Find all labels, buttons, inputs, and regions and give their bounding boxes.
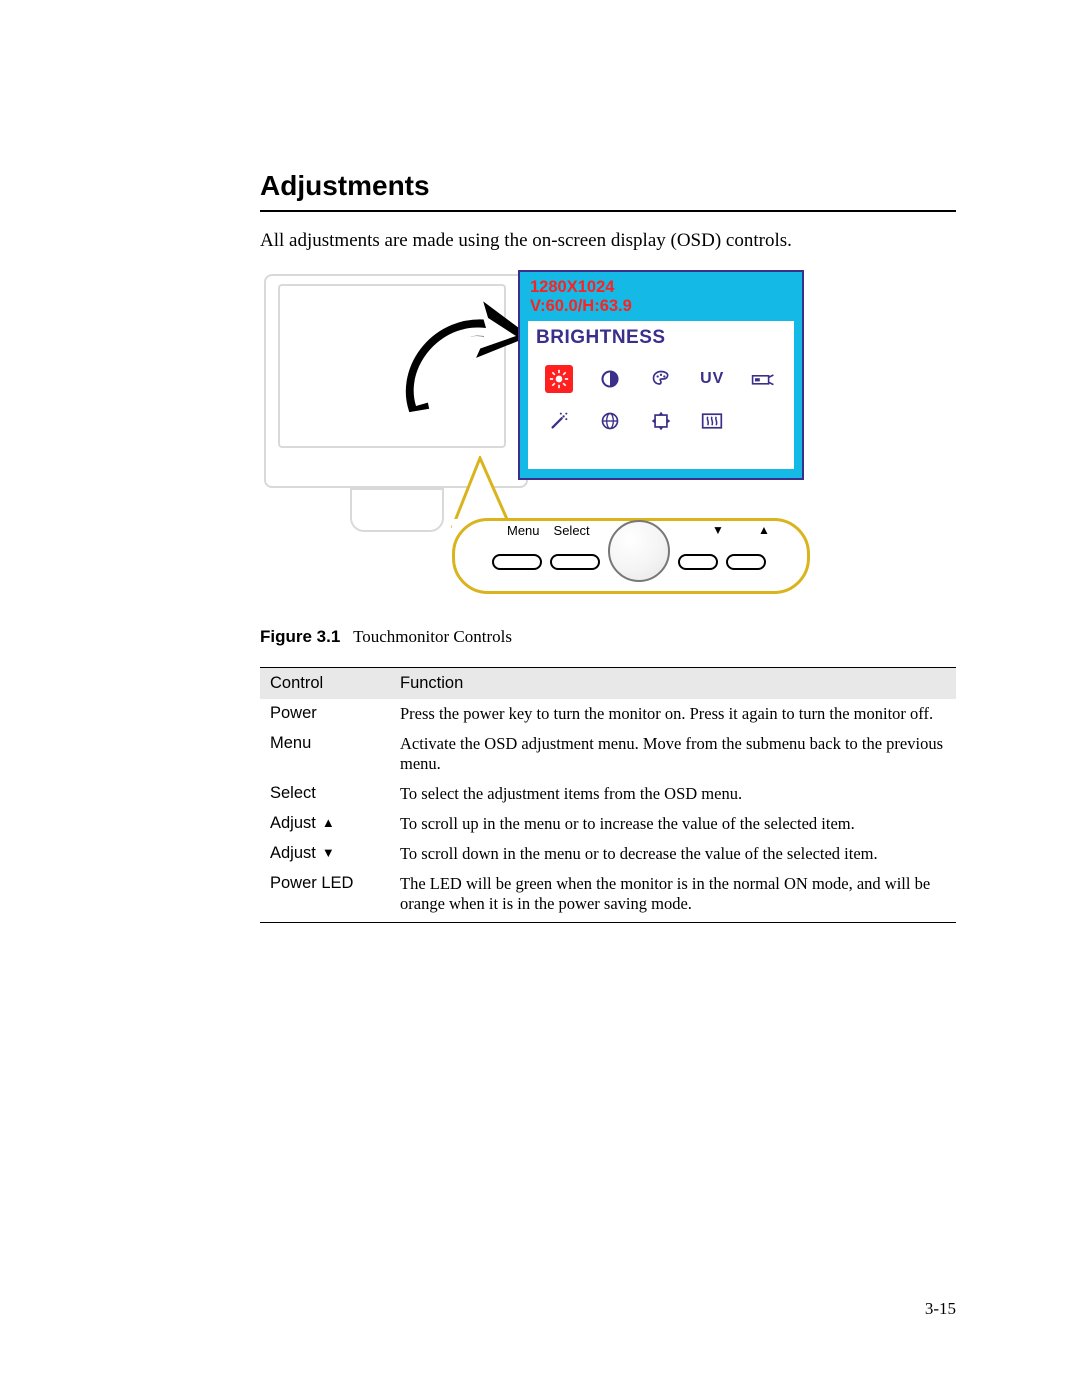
section-heading: Adjustments — [260, 170, 956, 202]
up-caret-label: ▲ — [758, 523, 770, 537]
figure-caption: Figure 3.1 Touchmonitor Controls — [260, 627, 956, 647]
contrast-icon[interactable] — [596, 365, 624, 393]
cell-function: To scroll up in the menu or to increase … — [390, 809, 956, 839]
adjust-up-button[interactable] — [726, 554, 766, 570]
select-button[interactable] — [550, 554, 600, 570]
intro-text: All adjustments are made using the on-sc… — [260, 230, 956, 252]
callout-arrow-icon — [390, 296, 535, 426]
control-buttons-row — [492, 542, 766, 582]
osd-panel: 1280X1024 V:60.0/H:63.9 BRIGHTNESS — [518, 270, 804, 480]
globe-icon[interactable] — [596, 407, 624, 435]
cell-function: Activate the OSD adjustment menu. Move f… — [390, 729, 956, 779]
control-labels: Menu Select — [507, 523, 590, 538]
tools-icon[interactable] — [749, 365, 777, 393]
cell-control: Menu — [260, 729, 390, 779]
adjust-down-button[interactable] — [678, 554, 718, 570]
uv-icon[interactable]: UV — [698, 365, 726, 393]
osd-icon-grid: UV — [536, 365, 786, 435]
page-number: 3-15 — [925, 1299, 956, 1319]
brightness-icon[interactable] — [545, 365, 573, 393]
cell-control: Adjust▼ — [260, 839, 390, 869]
down-caret-label: ▼ — [712, 523, 724, 537]
color-palette-icon[interactable] — [647, 365, 675, 393]
cell-control: Power LED — [260, 869, 390, 923]
cell-control: Adjust▲ — [260, 809, 390, 839]
auto-adjust-icon[interactable] — [545, 407, 573, 435]
figure-title: Touchmonitor Controls — [353, 627, 512, 646]
cell-function: To select the adjustment items from the … — [390, 779, 956, 809]
select-label: Select — [554, 523, 590, 538]
table-row: Select To select the adjustment items fr… — [260, 779, 956, 809]
triangle-up-icon: ▲ — [322, 815, 335, 830]
cell-control: Power — [260, 699, 390, 729]
position-icon[interactable] — [647, 407, 675, 435]
cell-function: The LED will be green when the monitor i… — [390, 869, 956, 923]
osd-body: BRIGHTNESS UV — [528, 321, 794, 469]
table-header-row: Control Function — [260, 668, 956, 700]
heading-rule — [260, 210, 956, 212]
table-row: Adjust▼ To scroll down in the menu or to… — [260, 839, 956, 869]
osd-resolution: 1280X1024 — [530, 278, 792, 297]
power-knob[interactable] — [608, 520, 670, 582]
heater-icon[interactable] — [698, 407, 726, 435]
th-control: Control — [260, 668, 390, 700]
monitor-stand-outline — [350, 488, 444, 532]
controls-table: Control Function Power Press the power k… — [260, 667, 956, 923]
table-row: Power LED The LED will be green when the… — [260, 869, 956, 923]
th-function: Function — [390, 668, 956, 700]
cell-function: Press the power key to turn the monitor … — [390, 699, 956, 729]
table-row: Adjust▲ To scroll up in the menu or to i… — [260, 809, 956, 839]
cell-control: Select — [260, 779, 390, 809]
figure-label: Figure 3.1 — [260, 627, 340, 646]
menu-label: Menu — [507, 523, 540, 538]
table-row: Power Press the power key to turn the mo… — [260, 699, 956, 729]
cell-function: To scroll down in the menu or to decreas… — [390, 839, 956, 869]
osd-header: 1280X1024 V:60.0/H:63.9 — [520, 272, 802, 317]
osd-frequency: V:60.0/H:63.9 — [530, 297, 792, 316]
menu-button[interactable] — [492, 554, 542, 570]
osd-title: BRIGHTNESS — [536, 327, 786, 349]
figure: 1280X1024 V:60.0/H:63.9 BRIGHTNESS — [260, 270, 820, 625]
table-row: Menu Activate the OSD adjustment menu. M… — [260, 729, 956, 779]
triangle-down-icon: ▼ — [322, 845, 335, 860]
